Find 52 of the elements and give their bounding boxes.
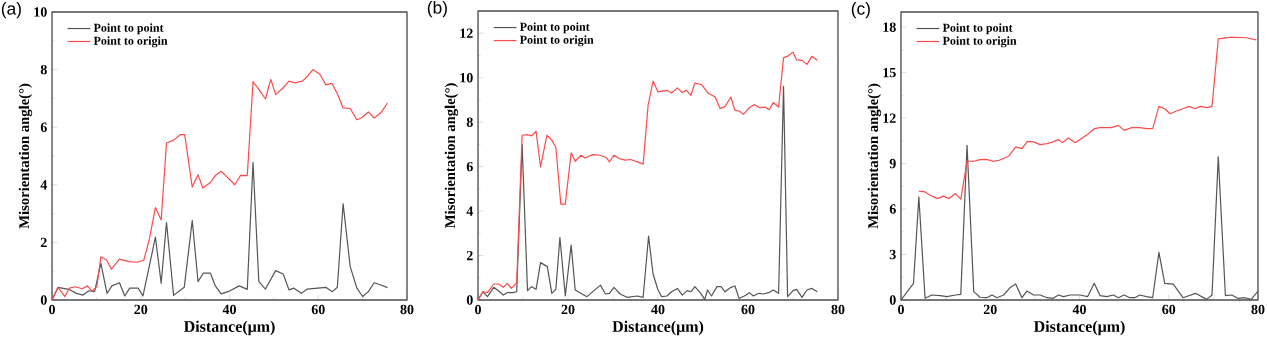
- legend-label: Point to origin: [93, 36, 168, 48]
- x-tick-label: 80: [1251, 304, 1265, 315]
- x-tick-label: 60: [1162, 304, 1176, 315]
- x-tick-label: 60: [311, 304, 325, 315]
- y-tick-label: 6: [40, 122, 47, 132]
- x-tick-label: 60: [741, 304, 755, 315]
- y-tick-label: 2: [466, 250, 473, 261]
- y-tick-label: 3: [889, 249, 896, 260]
- x-tick-label: 40: [1072, 304, 1086, 315]
- y-tick-label: 6: [889, 204, 896, 214]
- x-axis-title: Distance(μm): [612, 320, 704, 336]
- y-tick-label: 12: [460, 28, 473, 38]
- x-axis-title: Distance(μm): [1033, 320, 1125, 336]
- legend-label: Point to point: [519, 22, 590, 34]
- y-tick-label: 9: [889, 158, 896, 169]
- y-tick-label: 0: [889, 295, 896, 305]
- y-tick-label: 4: [40, 180, 48, 190]
- y-tick-label: 6: [466, 161, 473, 172]
- x-tick-label: 20: [983, 304, 997, 315]
- y-tick-label: 18: [883, 22, 896, 32]
- y-tick-label: 10: [34, 7, 47, 17]
- legend-label: Point to origin: [942, 36, 1017, 48]
- x-tick-label: 20: [561, 304, 575, 315]
- line-series: [52, 69, 389, 300]
- x-tick-label: 0: [475, 304, 481, 315]
- x-tick-label: 0: [49, 304, 55, 315]
- x-tick-label: 80: [400, 304, 414, 315]
- x-axis-title: Distance(μm): [183, 320, 275, 336]
- x-tick-label: 80: [831, 304, 845, 315]
- y-tick-label: 0: [40, 295, 47, 305]
- y-tick-label: 12: [883, 113, 896, 123]
- y-axis-title: Misorientation angle(°): [18, 83, 33, 229]
- chart-title: (c): [851, 2, 870, 19]
- x-tick-label: 0: [898, 304, 904, 315]
- line-series: [918, 36, 1257, 200]
- x-tick-label: 40: [651, 304, 665, 315]
- legend-label: Point to point: [942, 23, 1013, 35]
- y-tick-label: 4: [466, 206, 474, 216]
- y-tick-label: 2: [40, 237, 47, 248]
- chart-title: (b): [427, 1, 447, 18]
- y-tick-label: 15: [883, 67, 896, 78]
- y-tick-label: 0: [466, 295, 473, 305]
- y-tick-label: 8: [466, 117, 473, 127]
- y-axis-title: Misorientation angle(°): [444, 83, 459, 229]
- y-tick-label: 10: [460, 72, 473, 83]
- y-axis-title: Misorientation angle(°): [867, 83, 882, 229]
- x-tick-label: 40: [222, 304, 236, 315]
- chart-title: (a): [1, 2, 21, 19]
- x-tick-label: 20: [134, 304, 148, 315]
- legend-label: Point to origin: [519, 35, 594, 47]
- legend-label: Point to point: [93, 23, 164, 35]
- y-tick-label: 8: [40, 64, 47, 75]
